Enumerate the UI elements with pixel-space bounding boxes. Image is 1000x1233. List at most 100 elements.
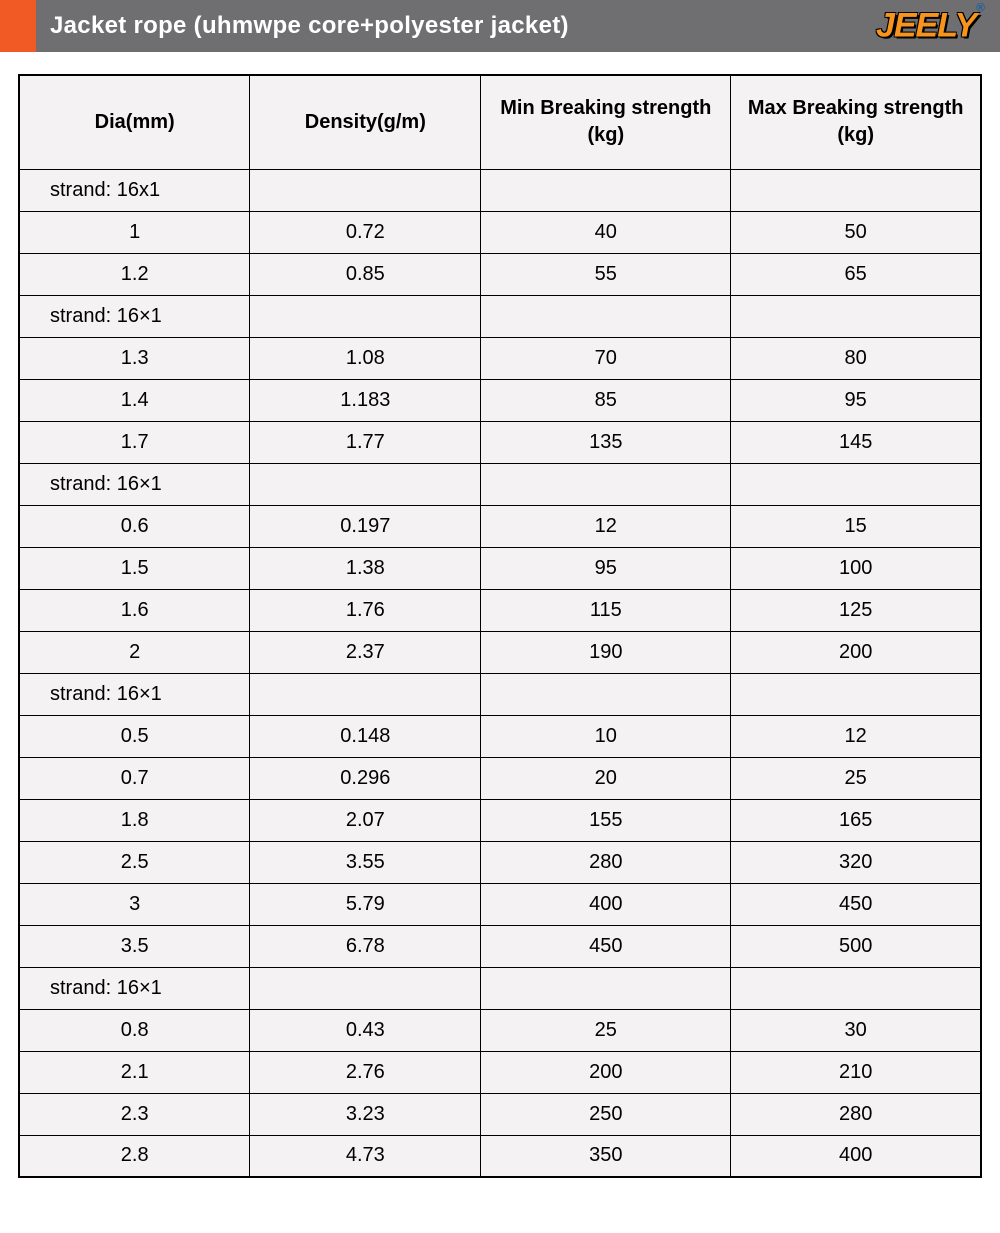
table-row: strand: 16×1 <box>19 463 981 505</box>
empty-cell <box>481 463 731 505</box>
cell-max-break: 320 <box>731 841 981 883</box>
table-row: 2.84.73350400 <box>19 1135 981 1177</box>
cell-density: 5.79 <box>250 883 481 925</box>
table-row: 22.37190200 <box>19 631 981 673</box>
cell-density: 0.72 <box>250 211 481 253</box>
cell-max-break: 500 <box>731 925 981 967</box>
cell-dia: 0.7 <box>19 757 250 799</box>
cell-min-break: 25 <box>481 1009 731 1051</box>
strand-label: strand: 16×1 <box>19 673 250 715</box>
cell-density: 2.76 <box>250 1051 481 1093</box>
table-row: strand: 16×1 <box>19 295 981 337</box>
table-row: 0.60.1971215 <box>19 505 981 547</box>
empty-cell <box>481 169 731 211</box>
empty-cell <box>250 295 481 337</box>
table-body: strand: 16x110.7240501.20.855565strand: … <box>19 169 981 1177</box>
table-row: 1.20.855565 <box>19 253 981 295</box>
table-row: 35.79400450 <box>19 883 981 925</box>
table-row: 1.51.3895100 <box>19 547 981 589</box>
cell-density: 3.55 <box>250 841 481 883</box>
cell-dia: 2.3 <box>19 1093 250 1135</box>
cell-min-break: 350 <box>481 1135 731 1177</box>
cell-dia: 0.6 <box>19 505 250 547</box>
empty-cell <box>250 967 481 1009</box>
cell-dia: 2.5 <box>19 841 250 883</box>
cell-min-break: 95 <box>481 547 731 589</box>
cell-dia: 1.3 <box>19 337 250 379</box>
empty-cell <box>731 295 981 337</box>
page-title: Jacket rope (uhmwpe core+polyester jacke… <box>36 12 569 40</box>
empty-cell <box>250 169 481 211</box>
table-row: 1.61.76115125 <box>19 589 981 631</box>
table-row: 1.82.07155165 <box>19 799 981 841</box>
cell-dia: 1 <box>19 211 250 253</box>
table-row: 1.41.1838595 <box>19 379 981 421</box>
col-density: Density(g/m) <box>250 75 481 169</box>
table-row: strand: 16×1 <box>19 673 981 715</box>
cell-max-break: 30 <box>731 1009 981 1051</box>
brand-mark-icon: ® <box>976 1 984 15</box>
table-row: 3.56.78450500 <box>19 925 981 967</box>
cell-min-break: 200 <box>481 1051 731 1093</box>
col-min-break: Min Breaking strength (kg) <box>481 75 731 169</box>
cell-dia: 2.1 <box>19 1051 250 1093</box>
cell-dia: 1.8 <box>19 799 250 841</box>
cell-min-break: 40 <box>481 211 731 253</box>
empty-cell <box>731 967 981 1009</box>
cell-dia: 1.7 <box>19 421 250 463</box>
table-row: 10.724050 <box>19 211 981 253</box>
cell-max-break: 65 <box>731 253 981 295</box>
cell-max-break: 80 <box>731 337 981 379</box>
cell-dia: 1.5 <box>19 547 250 589</box>
cell-dia: 0.5 <box>19 715 250 757</box>
table-header-row: Dia(mm) Density(g/m) Min Breaking streng… <box>19 75 981 169</box>
strand-label: strand: 16×1 <box>19 463 250 505</box>
cell-dia: 1.2 <box>19 253 250 295</box>
cell-max-break: 145 <box>731 421 981 463</box>
cell-min-break: 55 <box>481 253 731 295</box>
cell-min-break: 280 <box>481 841 731 883</box>
cell-density: 2.07 <box>250 799 481 841</box>
table-row: 2.12.76200210 <box>19 1051 981 1093</box>
cell-min-break: 70 <box>481 337 731 379</box>
cell-density: 1.183 <box>250 379 481 421</box>
strand-label: strand: 16×1 <box>19 967 250 1009</box>
cell-dia: 3 <box>19 883 250 925</box>
cell-dia: 1.4 <box>19 379 250 421</box>
cell-min-break: 12 <box>481 505 731 547</box>
cell-density: 4.73 <box>250 1135 481 1177</box>
cell-density: 3.23 <box>250 1093 481 1135</box>
cell-max-break: 12 <box>731 715 981 757</box>
cell-max-break: 400 <box>731 1135 981 1177</box>
spec-table: Dia(mm) Density(g/m) Min Breaking streng… <box>18 74 982 1178</box>
cell-density: 0.85 <box>250 253 481 295</box>
table-row: strand: 16x1 <box>19 169 981 211</box>
table-row: 2.53.55280320 <box>19 841 981 883</box>
cell-min-break: 135 <box>481 421 731 463</box>
cell-density: 0.296 <box>250 757 481 799</box>
cell-max-break: 125 <box>731 589 981 631</box>
brand-logo: JEELY® <box>876 7 984 46</box>
strand-label: strand: 16×1 <box>19 295 250 337</box>
cell-dia: 1.6 <box>19 589 250 631</box>
cell-max-break: 25 <box>731 757 981 799</box>
col-dia: Dia(mm) <box>19 75 250 169</box>
cell-max-break: 100 <box>731 547 981 589</box>
cell-density: 1.38 <box>250 547 481 589</box>
empty-cell <box>481 295 731 337</box>
header-accent <box>0 0 36 52</box>
cell-density: 0.197 <box>250 505 481 547</box>
table-row: 0.50.1481012 <box>19 715 981 757</box>
cell-max-break: 95 <box>731 379 981 421</box>
cell-density: 1.08 <box>250 337 481 379</box>
cell-density: 2.37 <box>250 631 481 673</box>
table-row: 1.71.77135145 <box>19 421 981 463</box>
cell-max-break: 50 <box>731 211 981 253</box>
cell-dia: 2.8 <box>19 1135 250 1177</box>
cell-max-break: 165 <box>731 799 981 841</box>
cell-max-break: 450 <box>731 883 981 925</box>
cell-min-break: 10 <box>481 715 731 757</box>
empty-cell <box>731 673 981 715</box>
empty-cell <box>250 463 481 505</box>
col-max-break: Max Breaking strength (kg) <box>731 75 981 169</box>
